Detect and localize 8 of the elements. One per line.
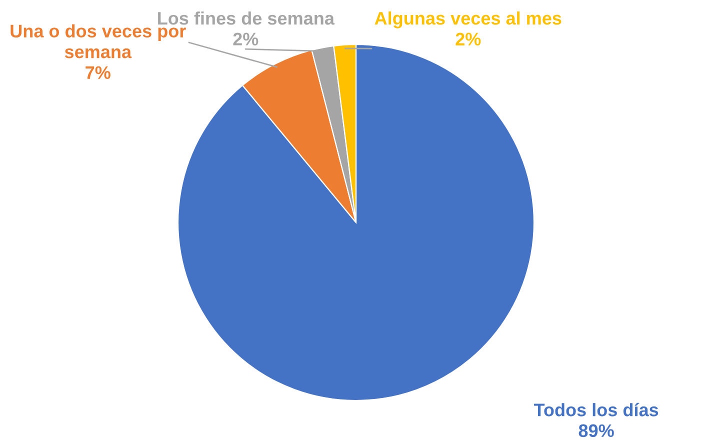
slice-label: Todos los días: [534, 402, 658, 416]
slice-label: Los fines de semana: [158, 11, 335, 25]
data-label: 2%: [456, 32, 481, 46]
data-label: 2%: [233, 32, 258, 46]
data-label: 7%: [86, 66, 110, 79]
slice-label: Una o dos veces por semana: [10, 24, 186, 58]
data-label: 89%: [578, 424, 614, 438]
slice-label: Algunas veces al mes: [374, 11, 562, 28]
